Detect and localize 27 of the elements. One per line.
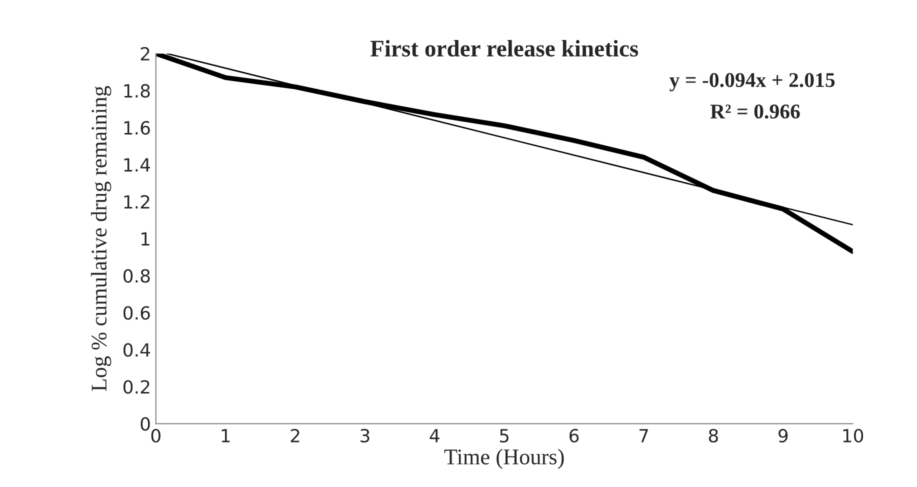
x-tick-label: 10 (843, 428, 864, 443)
y-tick-label: 1.4 (124, 158, 150, 172)
x-tick-label: 0 (151, 428, 160, 443)
x-tick-label: 8 (708, 428, 718, 443)
x-tick-label: 2 (290, 428, 300, 442)
y-tick-label: 0.4 (124, 343, 150, 357)
y-tick-label: 0.8 (124, 269, 150, 283)
y-tick-label: 1.8 (124, 84, 150, 98)
x-tick-label: 3 (360, 428, 370, 443)
x-tick-label: 1 (222, 429, 230, 442)
x-tick-label: 9 (778, 428, 788, 443)
y-axis-title: Log % cumulative drug remaining (90, 86, 112, 392)
x-tick-label: 4 (430, 429, 440, 442)
y-tick-label: 1 (142, 232, 150, 246)
x-axis-title: Time (Hours) (444, 448, 564, 469)
y-tick-label: 1.6 (124, 121, 150, 135)
x-tick-label: 6 (570, 428, 579, 443)
y-tick-label: 0.6 (124, 306, 150, 320)
y-tick-label: 0.2 (124, 380, 150, 394)
chart-title: First order release kinetics (370, 40, 638, 57)
x-tick-label: 7 (639, 429, 648, 442)
annotation: y = -0.094x + 2.015 (669, 73, 835, 92)
y-tick-label: 0 (140, 417, 150, 431)
x-tick-label: 5 (500, 429, 509, 443)
y-tick-label: 1.2 (124, 195, 150, 208)
y-tick-label: 2 (140, 47, 150, 60)
annotation: R² = 0.966 (710, 104, 800, 119)
